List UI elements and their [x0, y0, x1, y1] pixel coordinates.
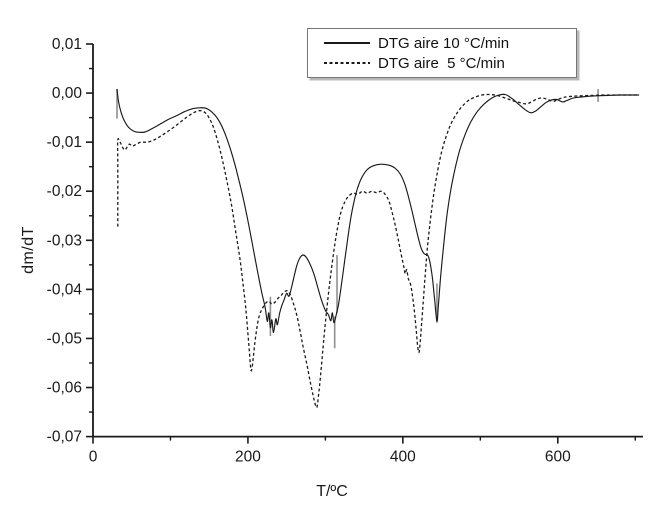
y-tick-label: -0,02: [47, 183, 82, 200]
y-tick-label: -0,01: [47, 134, 82, 151]
x-axis-title: T/ºC: [316, 483, 348, 500]
x-tick-label: 200: [235, 449, 261, 466]
y-tick-label: 0,00: [52, 85, 83, 102]
curve-dtg-aire-5: [116, 93, 640, 409]
y-tick-label: -0,03: [47, 232, 82, 249]
x-tick-label: 600: [545, 449, 571, 466]
y-tick-label: -0,04: [47, 281, 83, 298]
y-tick-label: -0,07: [47, 429, 82, 446]
y-tick-label: -0,06: [47, 380, 82, 397]
curve-dtg-aire-10: [116, 89, 640, 334]
legend-entry-dtg-10: DTG aire 10 °C/min: [308, 35, 576, 52]
dashed-line-icon: [324, 62, 370, 64]
y-tick-label: -0,05: [47, 330, 82, 347]
y-axis-title: dm/dT: [20, 226, 37, 274]
legend-entry-dtg-5: DTG aire 5 °C/min: [308, 55, 576, 72]
x-tick-label: 0: [89, 449, 98, 466]
x-tick-label: 400: [390, 449, 416, 466]
y-tick-label: 0,01: [52, 36, 82, 53]
solid-line-icon: [324, 42, 370, 44]
legend-label-dtg-10: DTG aire 10 °C/min: [378, 34, 510, 52]
legend-box: DTG aire 10 °C/min DTG aire 5 °C/min: [307, 28, 577, 78]
legend-label-dtg-5: DTG aire 5 °C/min: [378, 54, 505, 72]
